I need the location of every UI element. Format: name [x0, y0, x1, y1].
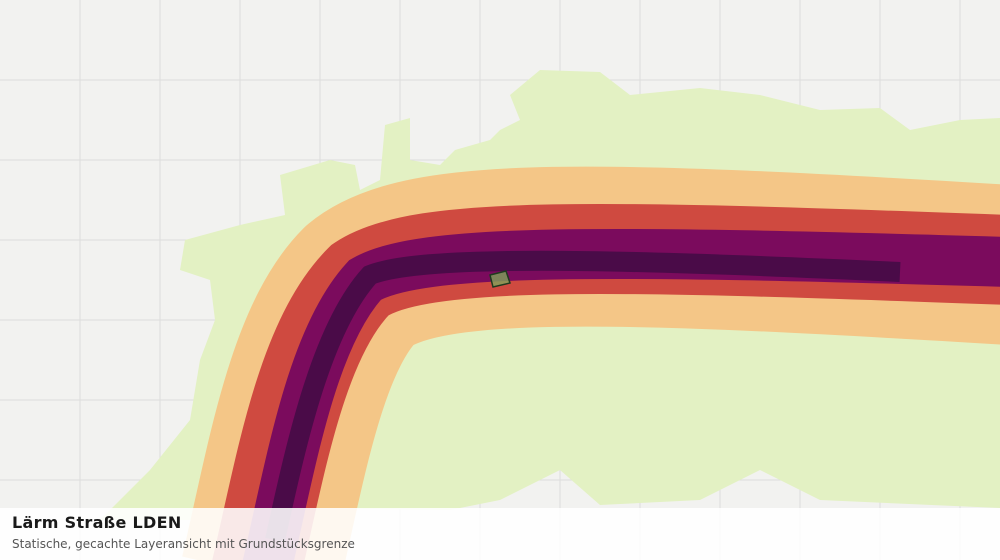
noise-zone-extreme: [265, 250, 901, 543]
parcel-boundary: [489, 270, 511, 288]
map-subtitle: Statische, gecachte Layeransicht mit Gru…: [12, 537, 355, 551]
noise-bands: [182, 166, 1000, 560]
map-title: Lärm Straße LDEN: [12, 513, 182, 532]
caption: Lärm Straße LDEN Statische, gecachte Lay…: [0, 508, 1000, 560]
